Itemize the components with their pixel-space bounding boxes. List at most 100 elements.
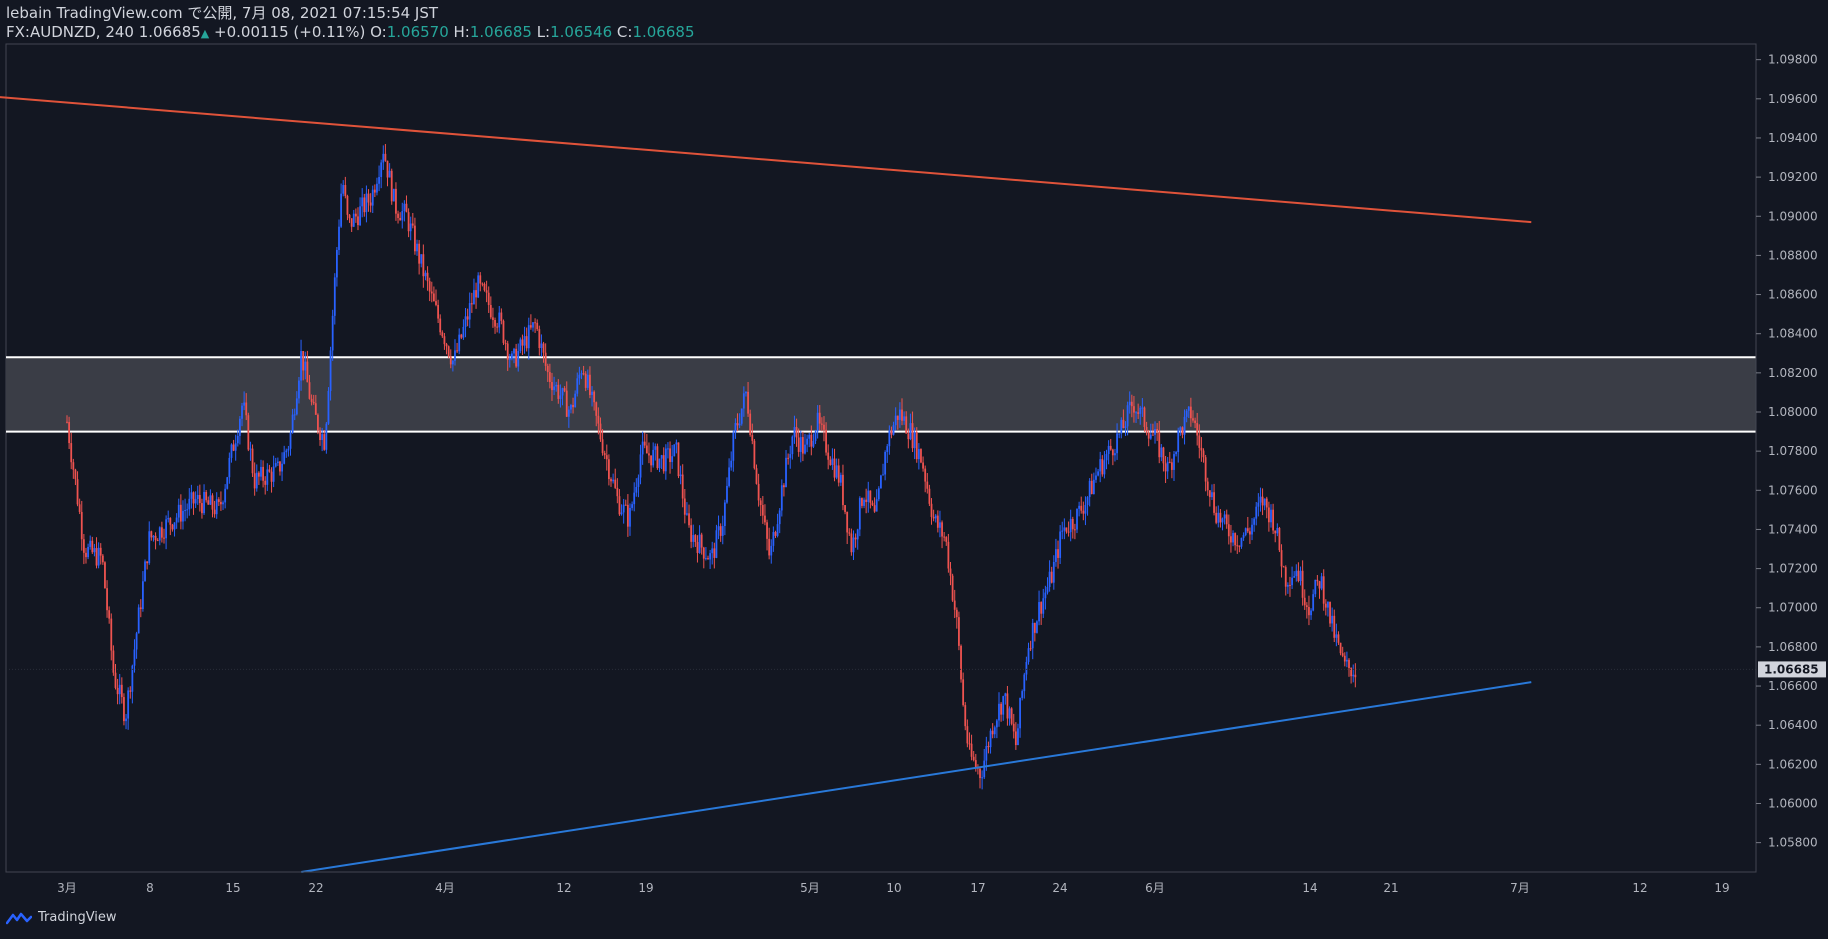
candle-body xyxy=(578,374,581,379)
candle-body xyxy=(158,527,161,541)
candle-body xyxy=(447,346,450,357)
candle-body xyxy=(1152,434,1154,436)
candle-body xyxy=(247,415,250,450)
candle-body xyxy=(148,531,151,564)
candle-body xyxy=(182,510,184,522)
candle-body xyxy=(443,336,446,345)
candle-body xyxy=(1036,621,1038,633)
candle-body xyxy=(858,498,861,530)
candle-body xyxy=(517,351,520,367)
candle-body xyxy=(203,491,205,514)
candle-body xyxy=(947,541,950,569)
candle-body xyxy=(774,532,777,536)
candle-body xyxy=(1329,601,1331,624)
candle-body xyxy=(232,444,235,451)
candle-body xyxy=(882,474,884,476)
candle-body xyxy=(220,501,222,505)
time-axis[interactable]: 3月 8 15 22 4月 12 19 5月 10 17 24 6月 14 21 7月 12 19 xyxy=(6,871,1756,895)
y-tick-label: 1.07600 xyxy=(1768,483,1818,497)
candle-body xyxy=(1023,674,1026,692)
candle-body xyxy=(551,382,553,391)
candle-body xyxy=(333,277,336,316)
candle-body xyxy=(441,332,444,337)
candle-body xyxy=(605,455,608,460)
candle-body xyxy=(664,448,667,472)
resistance-trendline[interactable] xyxy=(0,95,1532,224)
candle-body xyxy=(873,505,876,512)
candle-body xyxy=(123,697,125,722)
candle-body xyxy=(626,504,629,527)
candle-body xyxy=(1278,528,1281,551)
y-tick-label: 1.07000 xyxy=(1768,601,1818,615)
candle-body xyxy=(1164,463,1167,472)
candle-body xyxy=(1017,728,1019,746)
candle-body xyxy=(951,575,954,601)
candle-body xyxy=(960,645,962,680)
candle-body xyxy=(205,491,208,501)
candle-body xyxy=(633,492,636,505)
candle-body xyxy=(1272,509,1275,531)
candle-body xyxy=(1071,518,1074,530)
candle-body xyxy=(1107,445,1110,455)
candle-body xyxy=(207,500,210,505)
candle-body xyxy=(156,540,159,542)
candle-body xyxy=(118,684,121,695)
candle-body xyxy=(483,283,486,291)
candle-body xyxy=(1120,419,1123,434)
candle-body xyxy=(460,334,463,338)
candle-body xyxy=(850,533,853,553)
candle-body xyxy=(559,395,562,399)
candle-body xyxy=(445,344,448,347)
candle-body xyxy=(409,223,412,232)
candle-body xyxy=(1126,405,1129,427)
y-tick-label: 1.08600 xyxy=(1768,288,1818,302)
candle-body xyxy=(1312,594,1315,611)
candle-body xyxy=(886,446,889,452)
candle-body xyxy=(1067,531,1070,533)
price-axis[interactable]: 1.09800 1.09600 1.09400 1.09200 1.09000 1.088… xyxy=(1756,53,1826,850)
candle-body xyxy=(1063,527,1066,531)
candle-body xyxy=(87,546,89,558)
candle-body xyxy=(99,547,102,556)
candle-body xyxy=(279,461,281,472)
candle-body xyxy=(139,607,142,610)
candle-body xyxy=(939,522,941,528)
candle-body xyxy=(1004,693,1007,697)
candle-body xyxy=(196,494,199,499)
candle-body xyxy=(1130,401,1133,407)
candle-body xyxy=(470,303,473,305)
candle-body xyxy=(877,488,880,500)
candle-body xyxy=(673,444,676,457)
candle-body xyxy=(1297,570,1300,581)
y-tick-label: 1.07800 xyxy=(1768,444,1818,458)
candle-body xyxy=(1322,576,1325,604)
candle-body xyxy=(1221,518,1224,523)
candle-body xyxy=(1333,615,1336,638)
candle-body xyxy=(548,372,551,383)
support-trendline[interactable] xyxy=(301,681,1532,873)
candle-body xyxy=(492,317,494,320)
candle-body xyxy=(1145,426,1148,433)
candle-body xyxy=(1202,450,1205,458)
candle-body xyxy=(1324,603,1327,608)
candle-body xyxy=(987,746,990,748)
candle-body xyxy=(648,453,650,456)
candle-body xyxy=(338,226,340,250)
candle-body xyxy=(500,312,503,321)
y-tick-label: 1.06000 xyxy=(1768,796,1818,810)
candle-body xyxy=(839,474,842,483)
candle-body xyxy=(1204,457,1207,482)
candle-body xyxy=(114,672,117,688)
candle-body xyxy=(1090,480,1093,494)
candle-body xyxy=(1109,445,1112,450)
candle-body xyxy=(1341,653,1344,656)
candle-body xyxy=(392,188,395,202)
brand-label: TradingView xyxy=(38,910,117,925)
candle-body xyxy=(236,435,239,444)
x-tick-label: 19 xyxy=(1714,881,1729,895)
candle-body xyxy=(146,561,149,564)
candle-body xyxy=(692,535,695,542)
candle-body xyxy=(1076,508,1078,530)
candle-body xyxy=(854,537,857,540)
